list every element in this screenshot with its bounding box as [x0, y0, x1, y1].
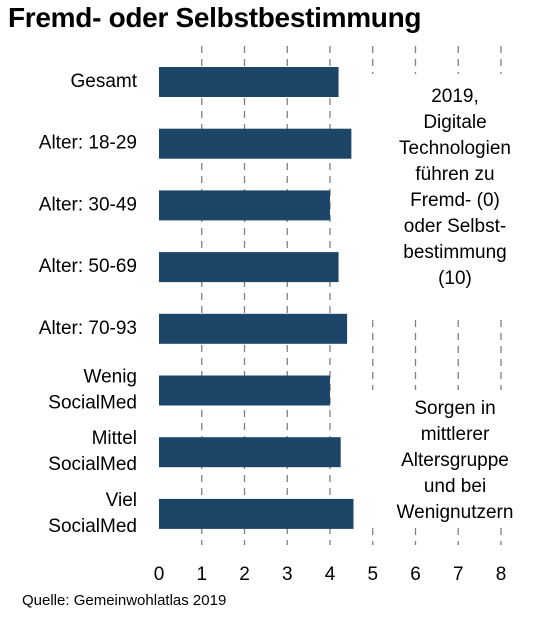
category-labels: Gesamt Alter: 18-29 Alter: 30-49 Alter: 50-… — [39, 71, 138, 537]
bar-7 — [159, 437, 341, 468]
bar-6 — [159, 375, 330, 406]
category-label: Wenig — [83, 367, 137, 388]
category-label: Alter: 70-93 — [39, 318, 137, 339]
category-label: Gesamt — [70, 71, 137, 92]
source-note: Quelle: Gemeinwohlatlas 2019 — [22, 592, 227, 609]
x-tick-label: 3 — [282, 564, 293, 585]
chart-title: Fremd- oder Selbstbestimmung — [8, 2, 422, 33]
annotation-top: 2019, Digitale Technologien führen zu Fr… — [399, 86, 511, 289]
bar-8 — [159, 498, 354, 529]
category-label: SocialMed — [48, 393, 137, 414]
x-tick-label: 4 — [325, 564, 336, 585]
x-tick-label: 2 — [239, 564, 250, 585]
bar-3 — [159, 190, 330, 221]
category-label: SocialMed — [48, 454, 137, 475]
category-label: Mittel — [92, 428, 137, 449]
x-tick-label: 6 — [410, 564, 421, 585]
category-label: Alter: 50-69 — [39, 256, 137, 277]
bar-4 — [159, 252, 339, 283]
category-label: SocialMed — [48, 516, 137, 537]
bars — [159, 67, 354, 529]
bar-5 — [159, 313, 348, 344]
x-tick-label: 5 — [367, 564, 378, 585]
x-tick-label: 0 — [154, 564, 165, 585]
category-label: Alter: 30-49 — [39, 194, 137, 215]
bar-2 — [159, 128, 352, 159]
bar-1 — [159, 67, 339, 97]
category-label: Alter: 18-29 — [39, 133, 137, 154]
x-tick-labels: 0 1 2 3 4 5 6 7 8 — [154, 564, 507, 585]
x-tick-label: 7 — [453, 564, 464, 585]
x-tick-label: 1 — [196, 564, 207, 585]
annotation-bottom: Sorgen in mittlerer Altersgruppe und bei… — [396, 398, 514, 523]
category-label: Viel — [106, 490, 137, 511]
x-tick-label: 8 — [496, 564, 507, 585]
